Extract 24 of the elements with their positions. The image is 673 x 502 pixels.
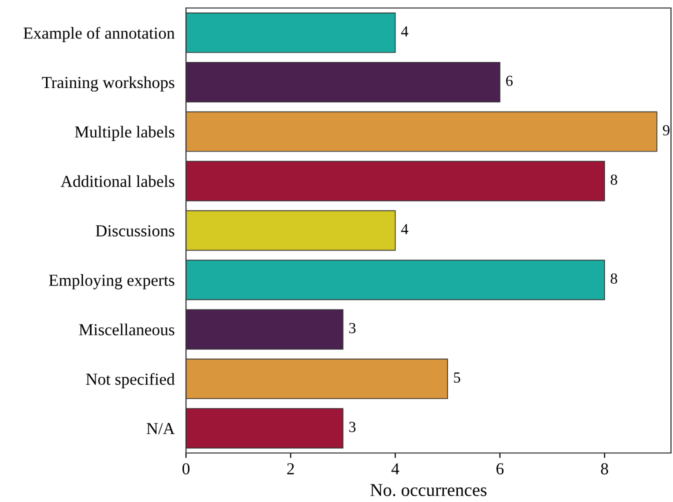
y-tick-label: Discussions [96,225,174,236]
y-tick-label: Not specified [86,372,175,388]
x-tick-label: 2 [287,463,294,474]
data-label: 3 [349,422,356,432]
data-label: 9 [662,125,670,136]
data-label: 6 [506,76,513,86]
data-label: 8 [610,273,618,284]
data-label: 4 [401,224,408,234]
y-tick-label: Employing experts [49,274,174,290]
x-tick-label: 0 [182,463,190,474]
data-label: 4 [401,26,408,36]
y-tick-label: Multiple labels [74,126,174,141]
x-tick-label: 4 [391,463,400,474]
y-tick-label: Example of annotation [24,26,175,42]
data-label: 5 [454,372,460,383]
x-axis-title: No. occurrences [370,484,486,496]
y-tick-label: Miscellaneous [79,324,174,336]
y-tick-label: N/A [146,423,175,434]
x-tick-label: 6 [496,463,504,474]
data-label: 3 [349,322,356,334]
y-tick-label: Training workshops [42,76,174,92]
y-tick-label: Additional labels [60,175,174,187]
x-tick-label: 8 [601,463,608,474]
data-label: 8 [610,174,618,185]
